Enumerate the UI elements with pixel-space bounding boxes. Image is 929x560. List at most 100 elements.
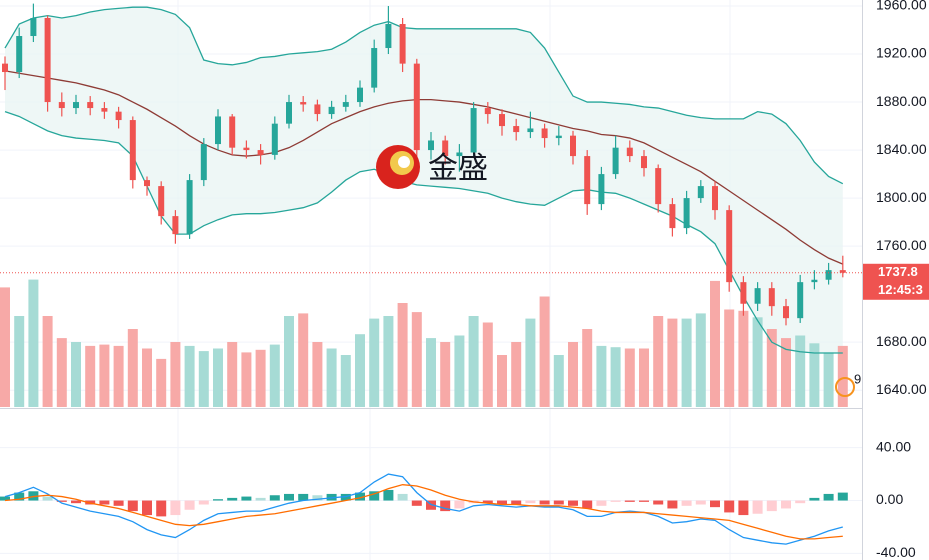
histogram-bar xyxy=(837,492,848,501)
candle-body xyxy=(385,24,392,49)
histogram-bar xyxy=(56,500,67,502)
histogram-bar xyxy=(497,500,507,505)
histogram-bar xyxy=(0,496,10,501)
volume-bar xyxy=(837,345,848,407)
volume-bar xyxy=(525,318,536,407)
histogram-bar xyxy=(610,500,621,502)
candle-body xyxy=(697,186,704,199)
volume-bar xyxy=(227,342,238,407)
candle-body xyxy=(58,102,65,109)
candle-body xyxy=(16,36,23,73)
candle-body xyxy=(598,174,605,205)
y-tick-label: 0.00 xyxy=(876,491,903,507)
y-tick-label: 1840.00 xyxy=(876,141,927,157)
volume-bar xyxy=(156,358,167,407)
volume-bar xyxy=(596,345,607,407)
candle-body xyxy=(73,102,79,109)
histogram-bar xyxy=(213,499,223,501)
histogram-bar xyxy=(99,500,110,505)
volume-bar xyxy=(653,316,664,407)
candle-body xyxy=(811,279,818,283)
volume-bar xyxy=(710,280,720,407)
candle-body xyxy=(44,18,51,103)
histogram-bar xyxy=(156,500,167,517)
histogram-bar xyxy=(525,500,536,504)
y-tick-label: -40.00 xyxy=(876,544,916,560)
volume-bar xyxy=(809,343,820,407)
candle-body xyxy=(399,24,406,64)
histogram-bar xyxy=(355,492,365,501)
candle-body xyxy=(612,147,619,175)
price-tag-label: 1737.8 xyxy=(878,264,918,279)
candle-body xyxy=(484,108,491,115)
y-tick-label: 1760.00 xyxy=(876,237,927,253)
volume-bar xyxy=(426,338,436,407)
volume-bar xyxy=(695,313,706,407)
price-tag xyxy=(863,263,929,300)
histogram-bar xyxy=(198,500,209,505)
histogram-bar xyxy=(624,500,635,502)
histogram-bar xyxy=(369,491,380,501)
volume-bar xyxy=(369,318,380,407)
candle-body xyxy=(342,102,349,107)
volume-bar xyxy=(681,318,692,407)
histogram-bar xyxy=(482,500,493,504)
candle-body xyxy=(129,120,136,181)
histogram-bar xyxy=(667,500,678,509)
histogram-bar xyxy=(511,500,522,505)
candle-body xyxy=(172,216,179,235)
volume-bar xyxy=(71,342,81,407)
candle-body xyxy=(555,135,562,139)
candle-body xyxy=(314,104,321,115)
volume-bar xyxy=(454,335,465,407)
y-tick-label: 1800.00 xyxy=(876,189,927,205)
watermark: 金盛 xyxy=(376,145,488,189)
candle-body xyxy=(200,144,207,181)
candle-body xyxy=(740,282,747,304)
volume-bar xyxy=(610,347,621,407)
volume-bar xyxy=(568,342,578,407)
volume-bar xyxy=(738,310,749,407)
histogram-bar xyxy=(326,493,337,501)
histogram-bar xyxy=(724,500,735,513)
candle-body xyxy=(499,114,505,127)
histogram-bar xyxy=(142,500,152,516)
volume-bar xyxy=(198,351,209,407)
macd-line xyxy=(4,473,843,545)
volume-bar xyxy=(440,342,451,407)
histogram-bar xyxy=(71,500,81,504)
histogram-bar xyxy=(113,500,124,506)
histogram-bar xyxy=(397,493,408,501)
volume-bar xyxy=(724,309,735,407)
candle-body xyxy=(257,150,264,155)
candle-body xyxy=(669,204,676,229)
volume-bar xyxy=(213,348,223,407)
macd-pane xyxy=(0,473,848,545)
histogram-bar xyxy=(14,492,25,501)
volume-bar xyxy=(42,316,53,407)
volume-bar xyxy=(127,329,138,407)
badge-icon xyxy=(835,377,855,397)
candle-body xyxy=(87,102,94,109)
volume-bar xyxy=(511,342,522,407)
countdown: 12:45:3 xyxy=(878,282,923,297)
volume-bar xyxy=(468,316,479,407)
histogram-bar xyxy=(795,500,806,504)
volume-bar xyxy=(85,345,96,407)
logo-dot xyxy=(398,156,410,168)
histogram-bar xyxy=(653,500,664,505)
candle-body xyxy=(456,152,463,157)
volume-bar xyxy=(397,303,408,407)
candle-body xyxy=(768,288,775,307)
histogram-bar xyxy=(781,500,791,509)
histogram-bar xyxy=(539,500,550,505)
band-upper xyxy=(4,6,844,185)
price-pane xyxy=(0,3,862,407)
candle-body xyxy=(115,111,122,121)
histogram-bar xyxy=(298,493,309,501)
histogram-bar xyxy=(241,496,252,501)
candle-body xyxy=(144,180,150,187)
candle-body xyxy=(215,116,221,145)
